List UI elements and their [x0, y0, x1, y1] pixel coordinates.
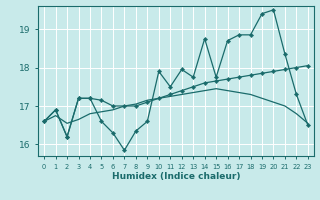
X-axis label: Humidex (Indice chaleur): Humidex (Indice chaleur): [112, 172, 240, 181]
